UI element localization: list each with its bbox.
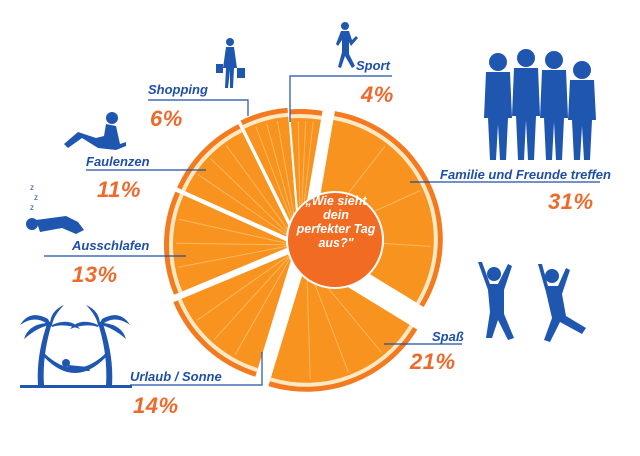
label-faulenzen: Faulenzen [86, 154, 150, 169]
sleeping-person-icon [26, 216, 84, 234]
jumping-people-icon [478, 262, 586, 342]
percent-shopping: 6% [150, 106, 183, 131]
label-family: Familie und Freunde treffen [440, 167, 611, 182]
percent-urlaub: 14% [133, 393, 179, 418]
label-shopping: Shopping [148, 82, 208, 97]
label-spass: Spaß [432, 329, 464, 344]
hammock-palms-icon [20, 305, 132, 388]
shopping-woman-icon [216, 38, 245, 88]
group-of-friends-icon [484, 49, 596, 160]
svg-text:z: z [34, 193, 38, 202]
svg-text:z: z [30, 203, 34, 212]
pie-slice-ausschlafen [164, 191, 295, 295]
center-question: „Wie sieht dein perfekter Tag aus?" [296, 194, 376, 250]
runner-icon [336, 22, 358, 68]
leader-sport [289, 75, 392, 122]
center-circle [286, 191, 384, 289]
percent-faulenzen: 11% [97, 177, 141, 202]
pie-slice-shopping [240, 107, 299, 238]
pie-slice-urlaub [173, 251, 294, 377]
label-sport: Sport [356, 58, 390, 73]
leader-shopping [148, 99, 249, 116]
percent-ausschlafen: 13% [72, 262, 118, 287]
label-urlaub: Urlaub / Sonne [130, 369, 222, 384]
label-ausschlafen: Ausschlafen [72, 238, 150, 253]
percent-spass: 21% [410, 349, 456, 374]
percent-sport: 4% [361, 82, 394, 107]
pie-slice-faulenzen [177, 124, 297, 242]
svg-text:z: z [30, 183, 34, 192]
lounging-person-icon [64, 112, 126, 150]
percent-family: 31% [548, 189, 594, 214]
pie-slice-spass [268, 261, 418, 392]
leader-urlaub [130, 352, 263, 386]
